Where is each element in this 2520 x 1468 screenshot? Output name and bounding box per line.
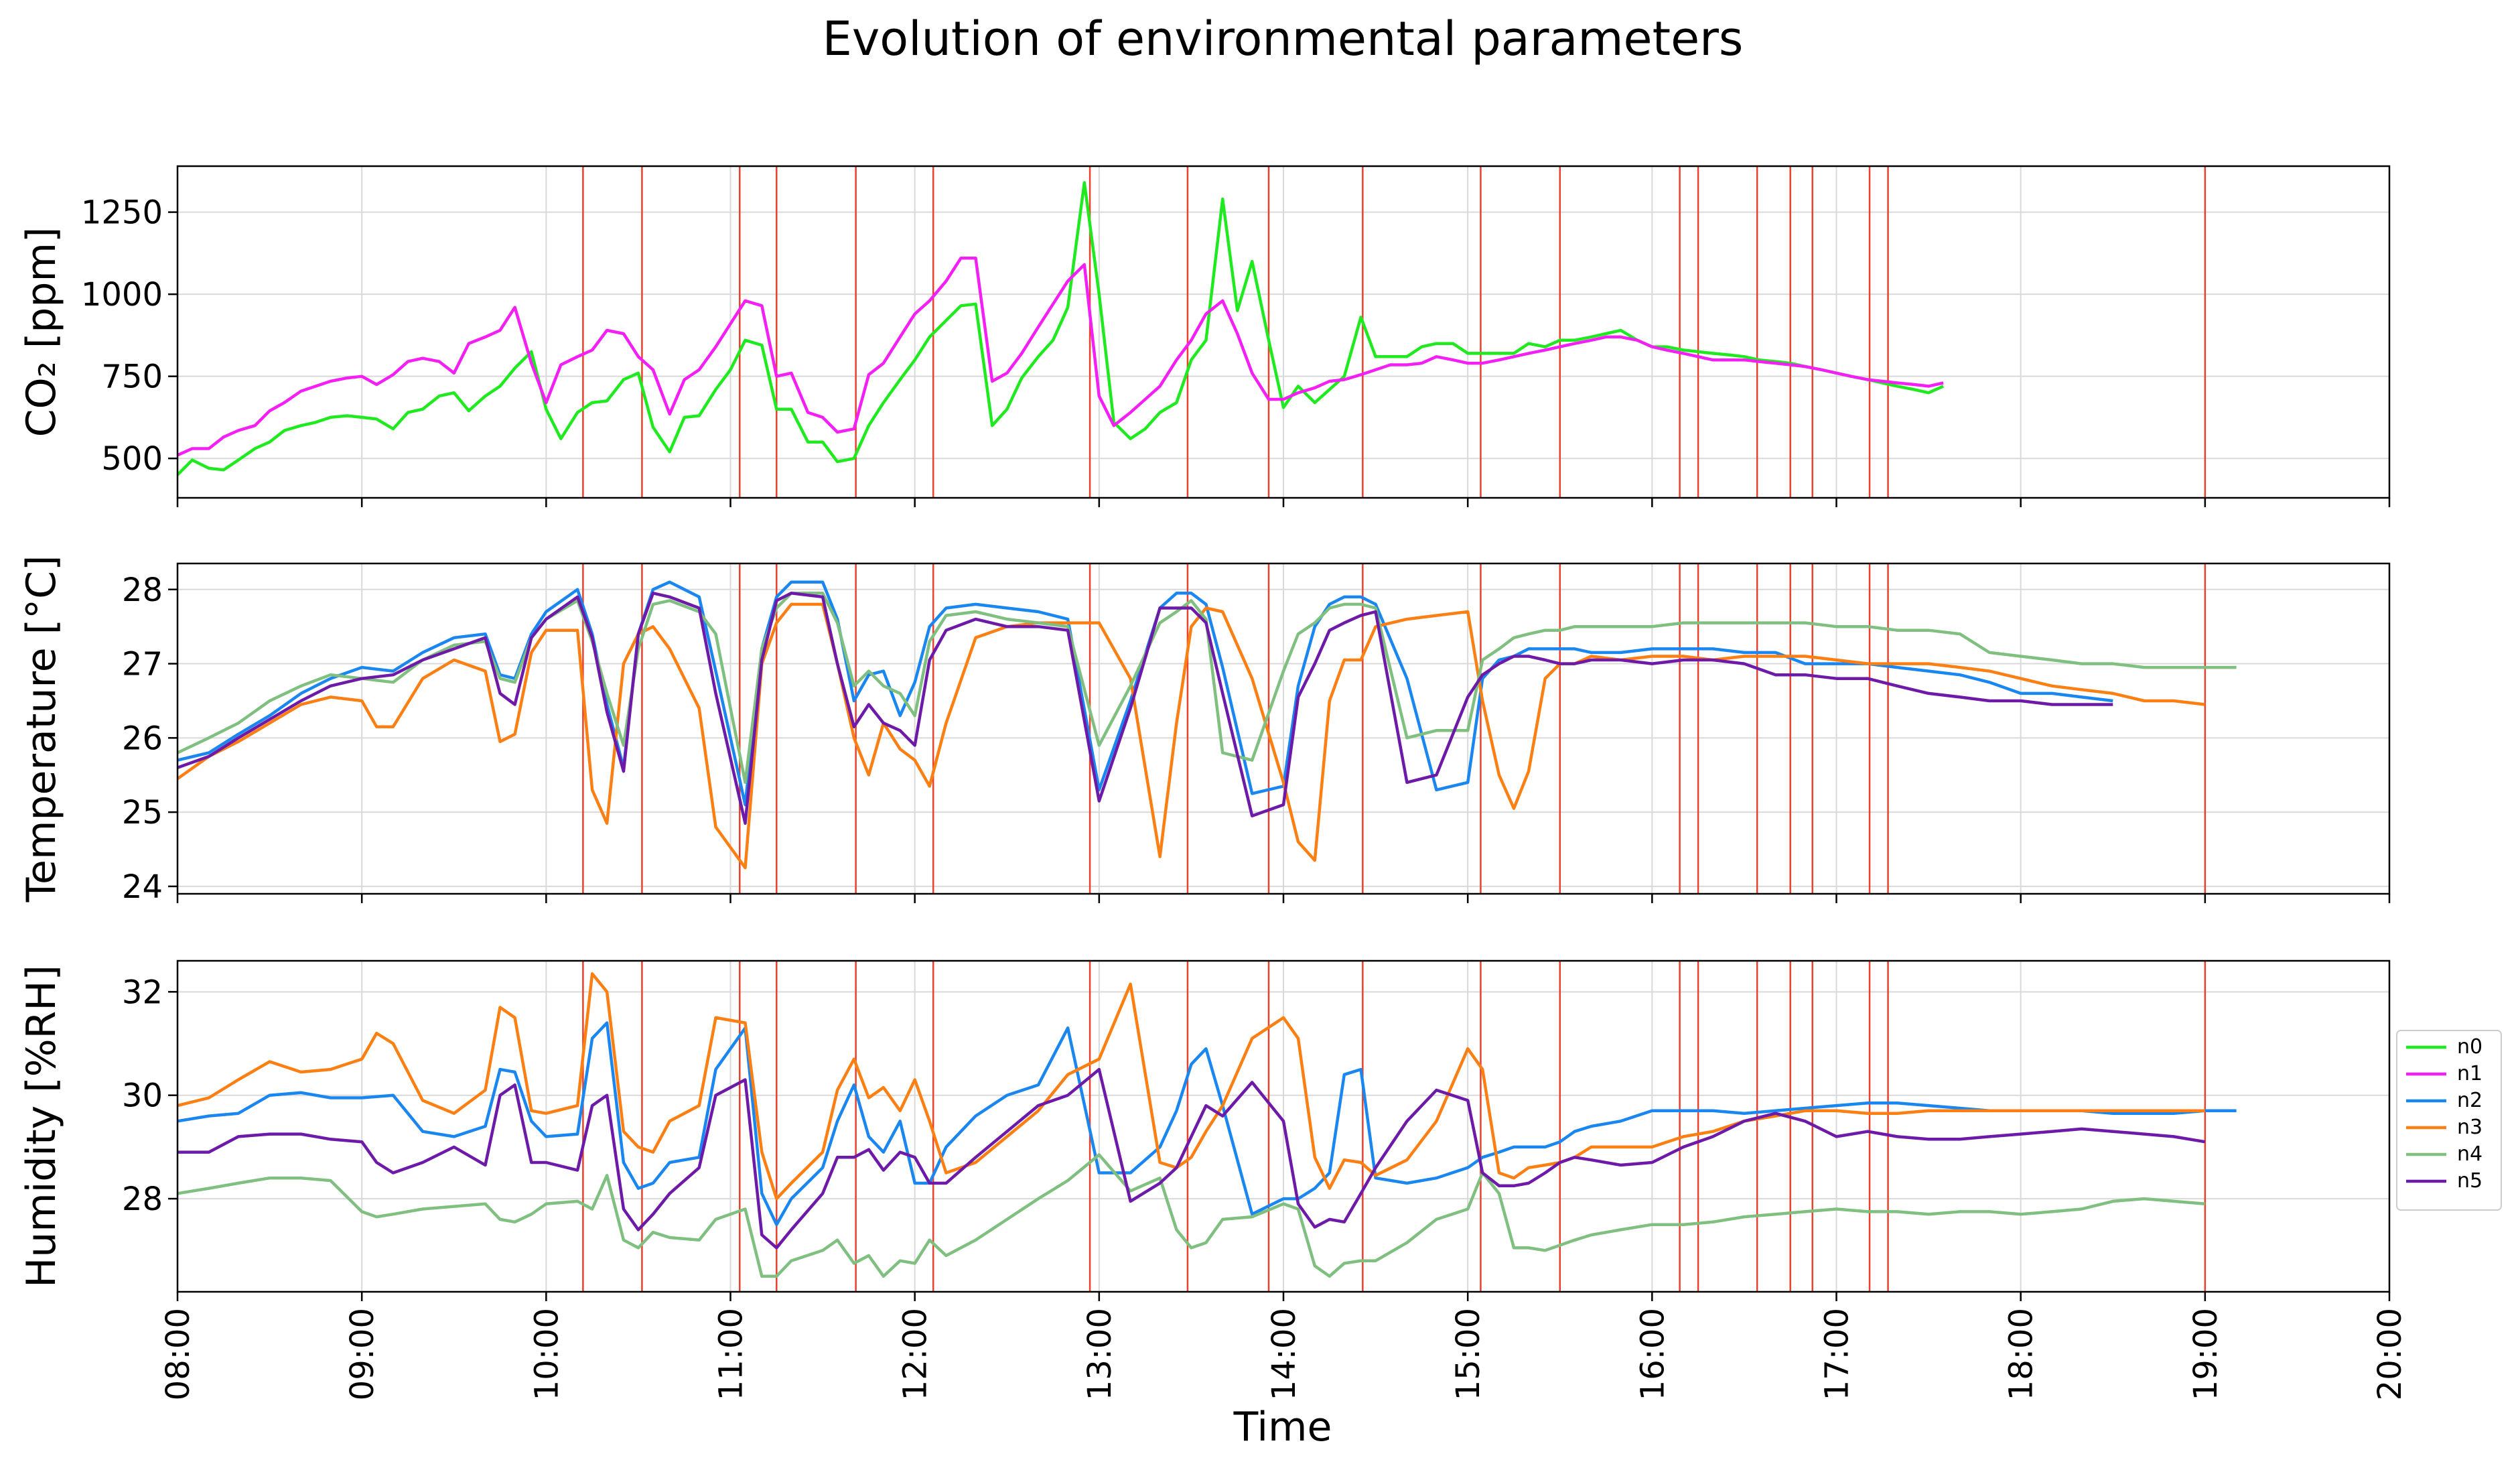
legend-label-n4: n4: [2457, 1142, 2482, 1166]
y-axis-label: CO₂ [ppm]: [18, 227, 65, 438]
series-line-n2: [177, 1021, 2237, 1226]
x-tick-label: 09:00: [344, 1308, 381, 1400]
series-line-n4: [177, 1153, 2205, 1278]
x-tick-label: 16:00: [1634, 1308, 1671, 1400]
legend-box: [2396, 1030, 2502, 1211]
x-tick-label: 11:00: [713, 1308, 750, 1400]
x-tick-label: 15:00: [1450, 1308, 1487, 1400]
x-tick-label: 13:00: [1081, 1308, 1119, 1400]
y-tick-label: 28: [122, 572, 163, 609]
panel-1: 24 25 26 27 28 Temperature [°C]: [18, 555, 2391, 906]
y-tick-label: 1250: [81, 194, 163, 232]
x-axis-label: Time: [1233, 1404, 1332, 1451]
y-tick-label: 30: [122, 1077, 163, 1115]
chart-title: Evolution of environmental parameters: [823, 11, 1744, 66]
x-tick-label: 10:00: [528, 1308, 565, 1400]
series-line-n5: [177, 592, 2113, 825]
y-axis-label: Humidity [%RH]: [18, 965, 65, 1288]
y-tick-label: 1000: [81, 276, 163, 314]
panel-0: 500 750 1000 1250 CO₂ [ppm]: [18, 165, 2391, 507]
x-tick-label: 14:00: [1265, 1308, 1303, 1400]
y-tick-label: 27: [122, 646, 163, 683]
series-line-n2: [177, 580, 2113, 807]
x-tick-label: 08:00: [159, 1308, 197, 1400]
legend-label-n3: n3: [2457, 1116, 2482, 1139]
legend-label-n5: n5: [2457, 1169, 2482, 1193]
legend-label-n1: n1: [2457, 1062, 2482, 1085]
legend: n0 n1 n2 n3 n4 n5: [2396, 1030, 2502, 1211]
x-tick-label: 18:00: [2003, 1308, 2040, 1400]
y-tick-label: 500: [101, 440, 163, 478]
y-tick-label: 26: [122, 720, 163, 757]
y-tick-label: 750: [101, 358, 163, 396]
series-line-n5: [178, 1067, 2206, 1250]
x-tick-label: 19:00: [2187, 1308, 2225, 1400]
series-line-n1: [177, 256, 1944, 457]
x-tick-label: 20:00: [2371, 1308, 2409, 1400]
y-tick-label: 24: [122, 868, 163, 906]
x-tick-label: 17:00: [1819, 1308, 1856, 1400]
x-tick-label: 12:00: [897, 1308, 934, 1400]
y-tick-label: 28: [122, 1181, 163, 1218]
y-tick-label: 25: [122, 794, 163, 831]
panel-2: 28 30 32 08:00 09:00 10:00 11:00 12:00 13:00 14:0…: [18, 959, 2409, 1400]
y-axis-label: Temperature [°C]: [18, 555, 65, 903]
y-tick-label: 32: [122, 974, 163, 1011]
series-line-n3: [176, 602, 2206, 870]
panels-group: 500 750 1000 1250 CO₂ [ppm] 24 25 26 27 28 Tempera…: [18, 165, 2409, 1400]
legend-label-n0: n0: [2457, 1035, 2482, 1059]
legend-label-n2: n2: [2457, 1089, 2482, 1112]
